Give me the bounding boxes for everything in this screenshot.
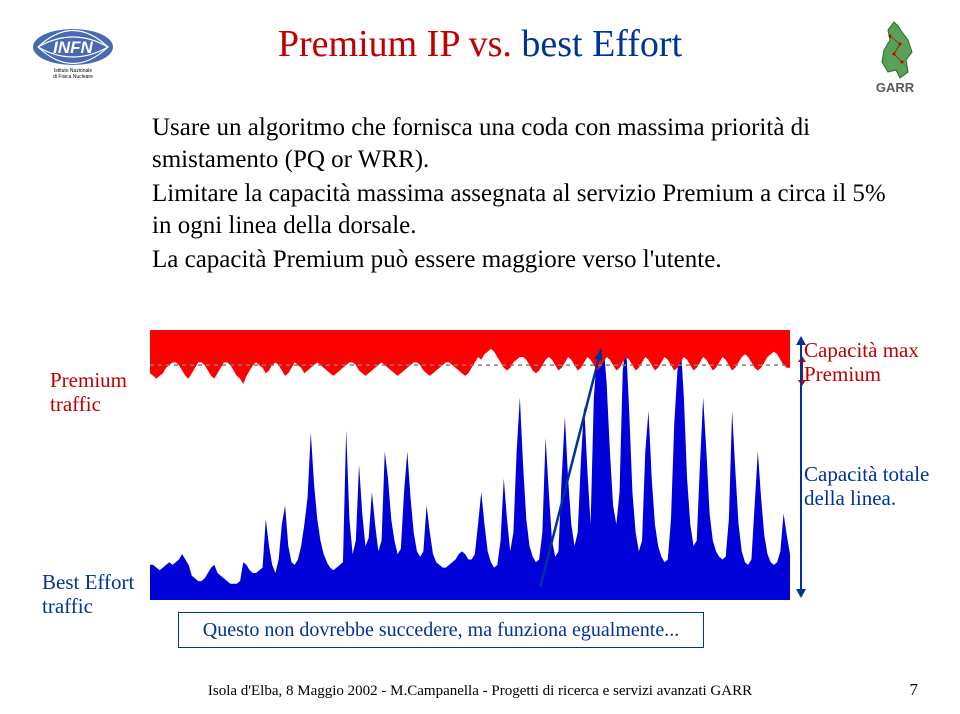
best-effort-area [150,344,790,601]
traffic-chart [150,330,790,600]
label-cap-tot: Capacità totale della linea. [804,462,929,510]
cap-tot-arrow-icon [794,336,808,598]
label-cap-max-text: Capacità max Premium [804,338,919,386]
caption-text: Questo non dovrebbe succedere, ma funzio… [203,619,679,642]
title-conn: vs. [459,23,512,65]
title-part1: Premium IP [278,23,459,65]
label-best-effort-traffic: Best Effort traffic [42,570,134,618]
body-text: Usare un algoritmo che fornisca una coda… [152,112,890,278]
page-number: 7 [910,680,919,700]
title-part2: best Effort [512,23,682,65]
body-line-3: La capacità Premium può essere maggiore … [152,244,890,276]
label-premium-traffic: Premium traffic [50,368,127,416]
label-cap-tot-text: Capacità totale della linea. [804,462,929,510]
caption-box: Questo non dovrebbe succedere, ma funzio… [178,612,704,648]
footer-text: Isola d'Elba, 8 Maggio 2002 - M.Campanel… [0,683,960,700]
body-line-2: Limitare la capacità massima assegnata a… [152,178,890,242]
premium-area [150,330,790,384]
slide: INFN Istituto Nazionale di Fisica Nuclea… [0,0,960,714]
svg-text:di Fisica Nucleare: di Fisica Nucleare [53,74,93,80]
svg-text:GARR: GARR [876,80,915,95]
body-line-1: Usare un algoritmo che fornisca una coda… [152,112,890,176]
label-premium-traffic-text: Premium traffic [50,368,127,416]
label-best-effort-text: Best Effort traffic [42,570,134,618]
label-cap-max: Capacità max Premium [804,338,919,386]
slide-title: Premium IP vs. best Effort [0,22,960,66]
